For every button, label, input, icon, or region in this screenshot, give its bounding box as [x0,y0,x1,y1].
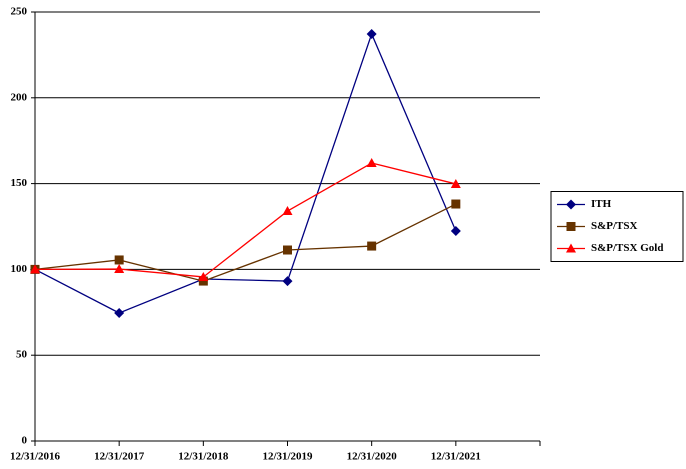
x-tick-label: 12/31/2017 [94,451,145,463]
y-tick-label: 0 [22,435,28,447]
marker [450,178,461,188]
legend-label: ITH [591,198,612,210]
marker [198,276,208,286]
y-tick-label: 150 [11,177,28,189]
y-tick-label: 250 [11,6,28,18]
marker [198,271,209,281]
marker [366,158,377,168]
marker [114,307,125,318]
marker [566,199,576,210]
marker [283,245,292,255]
marker [451,199,461,209]
marker [114,255,124,265]
y-tick-label: 100 [11,263,28,275]
marker [566,243,576,253]
y-tick-label: 200 [11,91,28,103]
x-tick-label: 12/31/2016 [10,451,61,463]
marker [30,264,40,274]
x-tick-label: 12/31/2020 [347,451,398,463]
legend-label: S&P/TSX Gold [591,242,663,254]
legend-label: S&P/TSX [591,220,638,232]
marker [566,222,576,231]
marker [282,206,293,216]
marker [450,225,461,236]
marker [114,264,125,274]
series-line [34,32,457,314]
marker [366,28,377,39]
series-line [34,203,457,282]
marker [282,276,293,287]
marker [367,241,377,251]
y-tick-label: 50 [16,349,28,361]
x-tick-label: 12/31/2021 [431,451,481,463]
x-tick-label: 12/31/2018 [178,451,229,463]
x-tick-label: 12/31/2019 [262,451,313,463]
series-line [34,162,456,278]
